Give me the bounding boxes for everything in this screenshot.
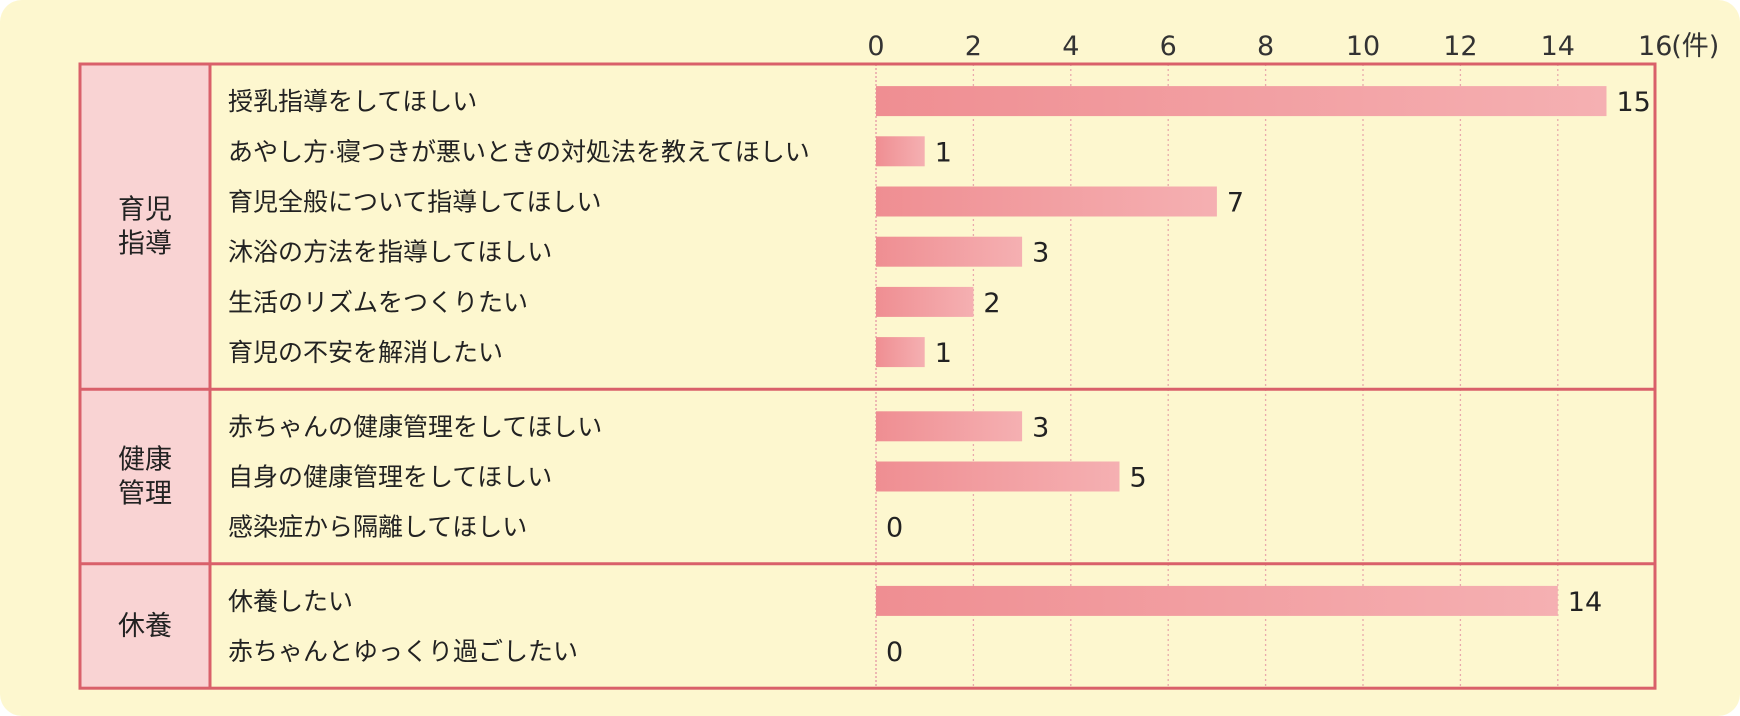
- category-label-1-0: 赤ちゃんの健康管理をしてほしい: [228, 412, 602, 441]
- x-tick-label-12: 12: [1443, 31, 1477, 62]
- value-label-2-0: 14: [1568, 587, 1602, 618]
- category-label-1-2: 感染症から隔離してほしい: [228, 513, 527, 542]
- category-label-0-4: 生活のリズムをつくりたい: [228, 288, 528, 317]
- group-label-2-0: 休養: [118, 611, 172, 642]
- value-label-0-0: 15: [1617, 87, 1651, 118]
- value-label-1-0: 3: [1032, 412, 1049, 443]
- group-cell-2: [80, 563, 210, 689]
- category-label-2-0: 休養したい: [228, 587, 353, 616]
- group-label-1-0: 健康: [118, 445, 172, 476]
- value-label-1-1: 5: [1130, 463, 1147, 494]
- category-label-1-1: 自身の健康管理をしてほしい: [228, 463, 552, 492]
- group-label-0-0: 育児: [118, 195, 172, 226]
- x-tick-label-16: 16: [1638, 31, 1672, 62]
- category-label-0-1: あやし方·寝つきが悪いときの対処法を教えてほしい: [228, 137, 810, 166]
- bar-0-5: [876, 337, 925, 368]
- bar-1-1: [876, 461, 1120, 492]
- bar-0-2: [876, 186, 1217, 217]
- bar-0-3: [876, 236, 1023, 267]
- category-label-2-1: 赤ちゃんとゆっくり過ごしたい: [228, 637, 578, 666]
- value-label-0-2: 7: [1227, 188, 1244, 219]
- group-label-1-1: 管理: [118, 479, 172, 510]
- x-tick-label-4: 4: [1062, 31, 1079, 62]
- bar-0-0: [876, 86, 1607, 117]
- x-unit-label: (件): [1671, 31, 1719, 62]
- x-tick-label-0: 0: [867, 31, 884, 62]
- value-label-0-4: 2: [983, 288, 1000, 319]
- group-cell-1: [80, 389, 210, 564]
- x-tick-label-8: 8: [1257, 31, 1274, 62]
- value-label-0-3: 3: [1032, 238, 1049, 269]
- x-tick-label-2: 2: [965, 31, 982, 62]
- value-label-2-1: 0: [886, 637, 903, 668]
- category-label-0-2: 育児全般について指導してほしい: [228, 188, 602, 217]
- bar-0-4: [876, 286, 974, 317]
- group-cell-0: [80, 64, 210, 390]
- category-label-0-0: 授乳指導をしてほしい: [228, 87, 477, 116]
- x-tick-label-6: 6: [1160, 31, 1177, 62]
- group-label-0-1: 指導: [118, 229, 172, 260]
- value-label-1-2: 0: [886, 513, 903, 544]
- bar-0-1: [876, 136, 925, 167]
- bar-2-0: [876, 585, 1558, 616]
- category-label-0-3: 沐浴の方法を指導してほしい: [228, 238, 552, 267]
- x-tick-label-10: 10: [1346, 31, 1380, 62]
- value-label-0-1: 1: [935, 137, 952, 168]
- table-border: [78, 62, 1657, 690]
- bar-1-0: [876, 411, 1023, 442]
- value-label-0-5: 1: [935, 338, 952, 369]
- x-tick-label-14: 14: [1541, 31, 1575, 62]
- category-label-0-5: 育児の不安を解消したい: [228, 338, 503, 367]
